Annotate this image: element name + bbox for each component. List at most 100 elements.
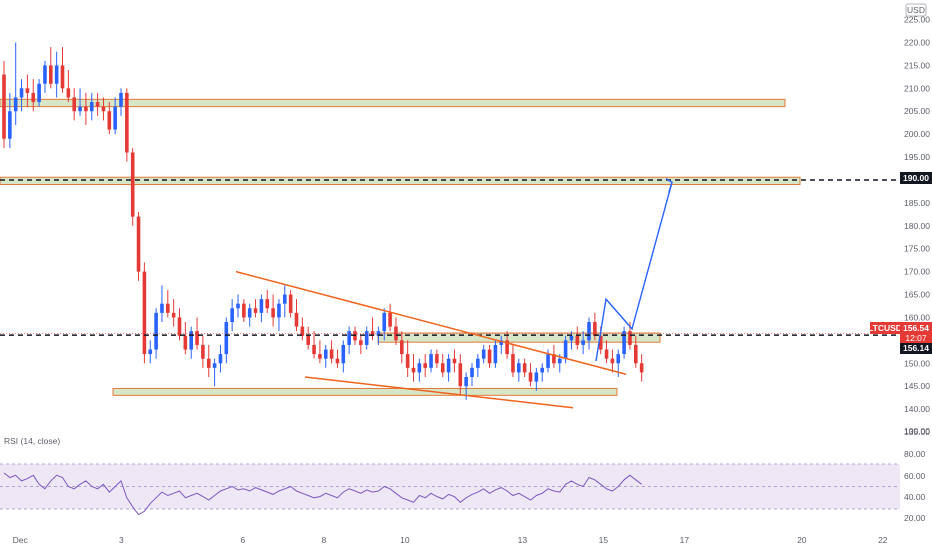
candle[interactable] xyxy=(66,69,71,103)
candle[interactable] xyxy=(171,299,176,327)
candle[interactable] xyxy=(487,344,492,368)
candle[interactable] xyxy=(84,92,88,125)
candle[interactable] xyxy=(323,344,328,368)
candle[interactable] xyxy=(318,340,322,364)
candle[interactable] xyxy=(388,303,392,332)
candle[interactable] xyxy=(218,344,223,373)
candle[interactable] xyxy=(476,354,480,378)
candle[interactable] xyxy=(294,299,299,332)
candle[interactable] xyxy=(8,92,12,148)
candle[interactable] xyxy=(259,294,264,323)
drawings[interactable] xyxy=(0,177,900,409)
candle[interactable] xyxy=(511,344,515,378)
candle[interactable] xyxy=(60,47,65,93)
candle[interactable] xyxy=(49,47,53,89)
candle[interactable] xyxy=(552,344,556,368)
candle[interactable] xyxy=(622,326,626,359)
candle[interactable] xyxy=(136,212,141,281)
candle[interactable] xyxy=(411,354,416,382)
zone-1[interactable] xyxy=(0,176,801,186)
candle[interactable] xyxy=(189,326,193,359)
candle[interactable] xyxy=(493,340,498,368)
zone-2[interactable] xyxy=(377,332,661,343)
candle[interactable] xyxy=(359,335,363,355)
candle[interactable] xyxy=(78,88,82,116)
candle[interactable] xyxy=(423,354,427,378)
candle[interactable] xyxy=(107,102,112,135)
candle[interactable] xyxy=(283,285,287,318)
candle[interactable] xyxy=(25,74,30,107)
currency-badge[interactable]: USD xyxy=(907,5,925,15)
candle[interactable] xyxy=(364,326,369,350)
candle[interactable] xyxy=(435,349,439,368)
candle[interactable] xyxy=(95,92,100,116)
candle[interactable] xyxy=(446,354,451,382)
candle[interactable] xyxy=(429,349,433,373)
candle[interactable] xyxy=(125,88,129,162)
candle[interactable] xyxy=(148,340,153,364)
candle[interactable] xyxy=(312,331,316,359)
candle[interactable] xyxy=(528,363,533,387)
candle[interactable] xyxy=(288,289,293,318)
price-axis[interactable]: 135.00140.00145.00150.00155.00160.00165.… xyxy=(904,15,930,437)
candle[interactable] xyxy=(142,262,147,364)
candle[interactable] xyxy=(405,340,410,378)
candle[interactable] xyxy=(54,51,59,98)
time-axis[interactable]: Dec368101315172022242729 xyxy=(13,535,932,545)
candle[interactable] xyxy=(499,335,504,355)
candle[interactable] xyxy=(13,42,18,125)
candle[interactable] xyxy=(575,326,580,350)
candle[interactable] xyxy=(2,60,6,148)
candle[interactable] xyxy=(306,326,310,350)
candle[interactable] xyxy=(610,349,615,373)
candle[interactable] xyxy=(400,331,404,364)
zone-3[interactable] xyxy=(112,387,618,396)
candle[interactable] xyxy=(569,331,574,350)
candle[interactable] xyxy=(440,354,445,378)
candle[interactable] xyxy=(160,285,164,323)
candle[interactable] xyxy=(166,289,170,318)
candle[interactable] xyxy=(534,367,539,391)
candle[interactable] xyxy=(89,92,94,121)
candle[interactable] xyxy=(370,317,375,341)
descending-trendline[interactable] xyxy=(235,270,627,375)
candle[interactable] xyxy=(329,340,334,364)
candle[interactable] xyxy=(224,317,229,364)
candle[interactable] xyxy=(253,299,258,318)
candle[interactable] xyxy=(394,317,398,345)
candle[interactable] xyxy=(639,354,644,382)
candle[interactable] xyxy=(634,335,638,368)
candle[interactable] xyxy=(37,79,41,107)
candle[interactable] xyxy=(277,299,281,332)
candle[interactable] xyxy=(130,147,135,226)
candle[interactable] xyxy=(230,299,234,332)
candle[interactable] xyxy=(481,344,486,364)
candle[interactable] xyxy=(177,308,182,341)
candle[interactable] xyxy=(206,344,211,378)
candle[interactable] xyxy=(470,363,474,387)
candle[interactable] xyxy=(212,358,217,387)
candle[interactable] xyxy=(581,331,585,355)
candlesticks[interactable] xyxy=(2,42,644,400)
candle[interactable] xyxy=(113,97,117,135)
projection-path[interactable] xyxy=(595,182,673,362)
currency-badge-frame[interactable] xyxy=(905,3,927,17)
candle[interactable] xyxy=(265,289,270,313)
candle[interactable] xyxy=(247,303,252,327)
candle[interactable] xyxy=(236,294,240,318)
candle[interactable] xyxy=(300,317,305,341)
candle[interactable] xyxy=(183,322,188,355)
candle[interactable] xyxy=(31,79,36,112)
candle[interactable] xyxy=(43,60,47,93)
candle[interactable] xyxy=(335,349,340,368)
candle[interactable] xyxy=(517,358,521,382)
candle[interactable] xyxy=(604,340,609,364)
candle[interactable] xyxy=(19,79,24,112)
candle[interactable] xyxy=(522,358,527,378)
candle[interactable] xyxy=(540,363,544,382)
zone-0[interactable] xyxy=(0,98,786,108)
candle[interactable] xyxy=(101,97,106,121)
candle[interactable] xyxy=(242,299,246,323)
candle[interactable] xyxy=(417,358,422,382)
